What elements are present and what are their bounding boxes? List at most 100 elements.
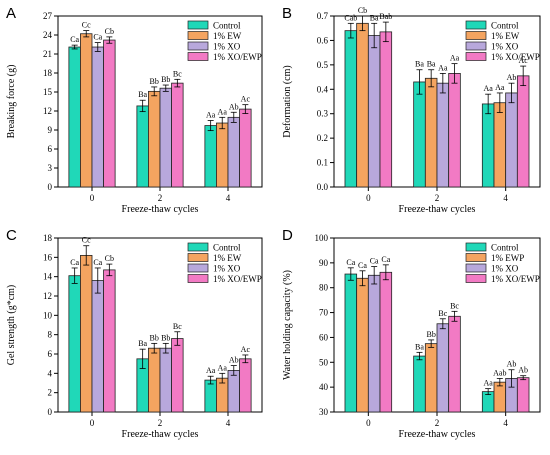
legend-label: Control (491, 21, 519, 31)
y-tick-label: 0.3 (317, 109, 329, 119)
legend-swatch (465, 52, 487, 61)
legend-label: 1% EW (491, 31, 520, 41)
y-tick-label: 0.0 (317, 182, 329, 192)
x-axis-label: Freeze-thaw cycles (399, 429, 476, 440)
x-tick-label: 0 (366, 418, 371, 428)
legend-label: 1% EW (213, 253, 242, 263)
significance-label: Bb (150, 333, 159, 342)
significance-label: Bab (379, 12, 392, 21)
y-tick-label: 0.7 (317, 11, 329, 21)
bar (344, 273, 358, 413)
y-tick-label: 6 (48, 144, 53, 154)
significance-label: Ca (370, 257, 379, 266)
panel-letter: B (282, 5, 292, 22)
bar (68, 46, 81, 188)
bar (379, 271, 393, 413)
x-axis-label: Freeze-thaw cycles (122, 429, 199, 440)
bar (91, 46, 104, 188)
significance-label: Ba (415, 60, 424, 69)
bar (516, 377, 530, 413)
x-axis-label: Freeze-thaw cycles (122, 204, 199, 215)
significance-label: Cc (82, 21, 91, 30)
significance-label: Aa (218, 107, 228, 116)
bar (80, 254, 93, 413)
significance-label: Ca (93, 258, 102, 267)
x-tick-label: 4 (226, 193, 231, 203)
y-tick-label: 14 (43, 272, 53, 282)
legend-swatch (187, 52, 209, 61)
bar (424, 77, 438, 188)
panel-letter: D (282, 227, 293, 244)
significance-label: Aa (483, 379, 493, 388)
legend-swatch (187, 274, 209, 283)
bar (493, 381, 507, 413)
significance-label: Bc (438, 309, 447, 318)
bar (481, 103, 495, 188)
bar (227, 116, 240, 188)
x-tick-label: 0 (90, 193, 95, 203)
y-tick-label: 0.1 (317, 158, 328, 168)
significance-label: Aa (495, 83, 505, 92)
y-tick-label: 0.2 (317, 133, 328, 143)
y-tick-label: 0.6 (317, 35, 329, 45)
chart-panel-c: C 0 2 4 6 8 10 12 14 16 18 Gel strength (g*cm) Freez… (6, 227, 263, 440)
significance-label: Bb (161, 75, 170, 84)
significance-label: Ab (518, 366, 528, 375)
bar (159, 87, 172, 188)
y-tick-label: 18 (43, 68, 53, 78)
legend-swatch (187, 253, 209, 262)
x-tick-label: 4 (226, 418, 231, 428)
significance-label: Ac (241, 95, 251, 104)
significance-label: Ba (138, 339, 147, 348)
bar (239, 358, 252, 413)
bar (367, 35, 381, 188)
x-tick-label: 2 (158, 193, 163, 203)
bar (413, 81, 426, 188)
significance-label: Ba (427, 60, 436, 69)
significance-label: Ca (70, 258, 79, 267)
bar (516, 75, 530, 188)
significance-label: Ba (415, 342, 424, 351)
significance-label: Aa (438, 63, 448, 72)
y-tick-label: 0 (48, 407, 53, 417)
bar (148, 347, 161, 413)
bar (103, 39, 116, 188)
y-tick-label: 27 (43, 11, 53, 21)
bar (227, 370, 240, 413)
bar (436, 82, 450, 188)
legend-label: 1% XO (213, 264, 241, 274)
y-axis-label: Water holding capacity (%) (282, 270, 293, 380)
y-tick-label: 30 (319, 407, 329, 417)
x-tick-label: 0 (90, 418, 95, 428)
legend-label: 1% XO (213, 42, 241, 52)
legend-swatch (465, 263, 487, 273)
significance-label: Cb (105, 27, 114, 36)
y-tick-label: 3 (48, 163, 53, 173)
y-tick-label: 6 (48, 349, 53, 359)
bar (148, 90, 161, 188)
legend-label: 1% EWP (491, 253, 524, 263)
significance-label: Cc (82, 236, 91, 245)
y-tick-label: 0 (48, 182, 53, 192)
legend-swatch (465, 253, 487, 262)
y-tick-label: 12 (43, 291, 52, 301)
legend-label: 1% XO/EWP (491, 274, 540, 284)
panel-letter: A (6, 5, 16, 22)
y-tick-label: 16 (43, 252, 53, 262)
bar (91, 280, 104, 413)
legend-label: Control (213, 243, 241, 253)
bar (367, 274, 381, 413)
significance-label: Bc (173, 69, 182, 78)
bar (448, 315, 461, 413)
significance-label: Bc (173, 322, 182, 331)
y-tick-label: 18 (43, 233, 53, 243)
y-tick-label: 90 (319, 258, 329, 268)
significance-label: Ab (229, 102, 239, 111)
legend-swatch (465, 274, 487, 283)
y-tick-label: 4 (48, 368, 53, 378)
y-axis-label: Gel strength (g*cm) (6, 285, 17, 366)
bar (493, 102, 507, 188)
